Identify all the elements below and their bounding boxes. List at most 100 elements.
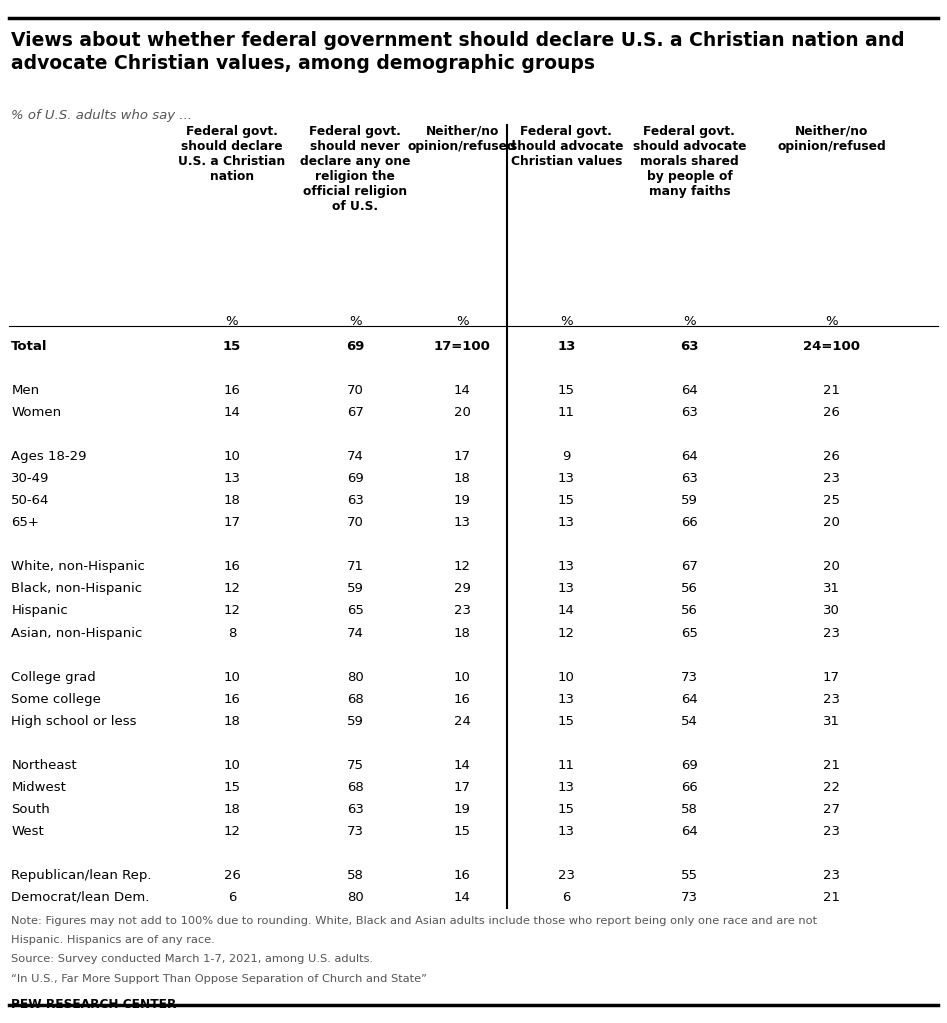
Text: Women: Women [11,406,62,419]
Text: 65: 65 [347,605,364,618]
Text: 26: 26 [223,869,241,882]
Text: Federal govt.
should advocate
morals shared
by people of
many faiths: Federal govt. should advocate morals sha… [633,125,746,197]
Text: 65: 65 [681,626,698,639]
Text: 15: 15 [558,715,575,727]
Text: 14: 14 [454,384,471,397]
Text: 12: 12 [454,561,471,574]
Text: 80: 80 [347,891,364,904]
Text: 26: 26 [823,406,840,419]
Text: 80: 80 [347,670,364,683]
Text: 23: 23 [823,693,840,706]
Text: Republican/lean Rep.: Republican/lean Rep. [11,869,152,882]
Text: 20: 20 [823,561,840,574]
Text: 30: 30 [823,605,840,618]
Text: College grad: College grad [11,670,96,683]
Text: 19: 19 [454,803,471,815]
Text: Source: Survey conducted March 1-7, 2021, among U.S. adults.: Source: Survey conducted March 1-7, 2021… [11,954,373,965]
Text: Some college: Some college [11,693,101,706]
Text: 59: 59 [681,494,698,507]
Text: PEW RESEARCH CENTER: PEW RESEARCH CENTER [11,998,177,1012]
Text: 17: 17 [454,450,471,463]
Text: 15: 15 [223,340,241,353]
Text: High school or less: High school or less [11,715,137,727]
Text: 71: 71 [347,561,364,574]
Text: 16: 16 [223,693,241,706]
Text: 11: 11 [558,759,575,771]
Text: “In U.S., Far More Support Than Oppose Separation of Church and State”: “In U.S., Far More Support Than Oppose S… [11,974,427,984]
Text: 55: 55 [681,869,698,882]
Text: 10: 10 [454,670,471,683]
Text: Neither/no
opinion/refused: Neither/no opinion/refused [777,125,885,152]
Text: 18: 18 [223,715,241,727]
Text: 58: 58 [681,803,698,815]
Text: 14: 14 [558,605,575,618]
Text: 13: 13 [223,473,241,485]
Text: 6: 6 [563,891,570,904]
Text: 14: 14 [454,891,471,904]
Text: 64: 64 [681,384,698,397]
Text: 31: 31 [823,582,840,595]
Text: 10: 10 [223,759,241,771]
Text: 16: 16 [454,693,471,706]
Text: 18: 18 [223,494,241,507]
Text: 73: 73 [681,891,698,904]
Text: Neither/no
opinion/refused: Neither/no opinion/refused [408,125,516,152]
Text: 13: 13 [558,517,575,529]
Text: 22: 22 [823,781,840,794]
Text: 68: 68 [347,781,364,794]
Text: 17: 17 [823,670,840,683]
Text: 18: 18 [223,803,241,815]
Text: 15: 15 [558,384,575,397]
Text: 14: 14 [223,406,241,419]
Text: 63: 63 [347,803,364,815]
Text: 70: 70 [347,384,364,397]
Text: 67: 67 [347,406,364,419]
Text: 59: 59 [347,715,364,727]
Text: 56: 56 [681,582,698,595]
Text: 54: 54 [681,715,698,727]
Text: 16: 16 [223,561,241,574]
Text: 65+: 65+ [11,517,39,529]
Text: 13: 13 [558,582,575,595]
Text: 10: 10 [223,450,241,463]
Text: 13: 13 [454,517,471,529]
Text: 68: 68 [347,693,364,706]
Text: 23: 23 [454,605,471,618]
Text: 69: 69 [346,340,365,353]
Text: 13: 13 [558,693,575,706]
Text: 10: 10 [223,670,241,683]
Text: 8: 8 [228,626,236,639]
Text: 25: 25 [823,494,840,507]
Text: 23: 23 [823,473,840,485]
Text: South: South [11,803,50,815]
Text: 23: 23 [823,626,840,639]
Text: Federal govt.
should never
declare any one
religion the
official religion
of U.S: Federal govt. should never declare any o… [300,125,410,213]
Text: 18: 18 [454,473,471,485]
Text: 74: 74 [347,450,364,463]
Text: Black, non-Hispanic: Black, non-Hispanic [11,582,142,595]
Text: West: West [11,825,45,838]
Text: Note: Figures may not add to 100% due to rounding. White, Black and Asian adults: Note: Figures may not add to 100% due to… [11,916,817,926]
Text: %: % [683,315,696,328]
Text: 29: 29 [454,582,471,595]
Text: 21: 21 [823,759,840,771]
Text: Midwest: Midwest [11,781,66,794]
Text: 10: 10 [558,670,575,683]
Text: 15: 15 [454,825,471,838]
Text: 12: 12 [223,582,241,595]
Text: Hispanic. Hispanics are of any race.: Hispanic. Hispanics are of any race. [11,935,215,945]
Text: Hispanic: Hispanic [11,605,68,618]
Text: 11: 11 [558,406,575,419]
Text: 75: 75 [347,759,364,771]
Text: 58: 58 [347,869,364,882]
Text: 13: 13 [558,825,575,838]
Text: 21: 21 [823,384,840,397]
Text: %: % [225,315,239,328]
Text: 23: 23 [558,869,575,882]
Text: 73: 73 [347,825,364,838]
Text: 64: 64 [681,825,698,838]
Text: %: % [348,315,362,328]
Text: 63: 63 [347,494,364,507]
Text: 21: 21 [823,891,840,904]
Text: 16: 16 [454,869,471,882]
